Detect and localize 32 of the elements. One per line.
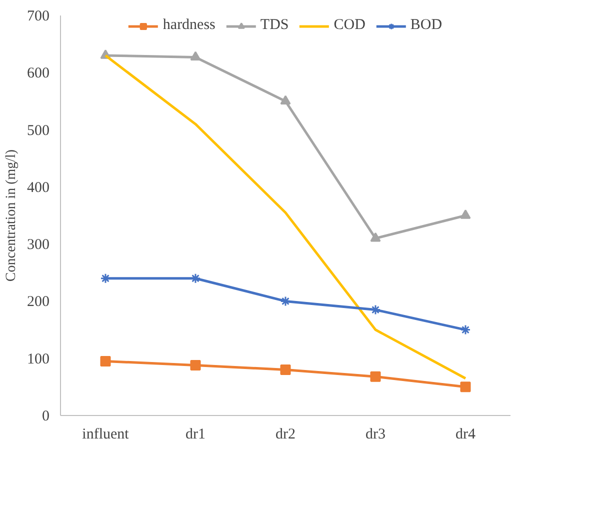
point (100, 356, 111, 366)
y-axis-title: Concentration in (mg/l) (4, 149, 19, 282)
point (370, 232, 381, 242)
point (370, 304, 381, 316)
y-tick-label: 400 (27, 180, 50, 196)
point (460, 382, 471, 392)
x-tick-label: dr3 (366, 426, 386, 442)
point (460, 324, 471, 336)
legend-label: BOD (410, 17, 442, 34)
point (190, 360, 201, 370)
point (190, 51, 201, 61)
y-tick-label: 200 (27, 294, 50, 310)
y-tick-label: 100 (27, 351, 50, 368)
point (280, 364, 291, 376)
y-tick-label: 500 (27, 122, 50, 139)
legend-label: hardness (162, 17, 216, 34)
point (460, 210, 471, 219)
point (280, 296, 291, 306)
legend-label: TDS (260, 17, 289, 34)
x-tick-label: influent (82, 426, 130, 442)
legend-label: COD (334, 17, 366, 34)
x-tick-label: dr2 (276, 426, 296, 442)
x-tick-label: dr4 (456, 426, 476, 442)
point (190, 273, 201, 284)
y-tick-label: 0 (42, 408, 50, 424)
point (100, 273, 111, 284)
y-tick-label: 300 (27, 237, 50, 254)
x-tick-label: dr1 (186, 426, 206, 442)
point (280, 95, 291, 105)
y-tick-label: 600 (27, 66, 50, 82)
y-tick-label: 700 (27, 8, 50, 24)
point (370, 371, 381, 382)
